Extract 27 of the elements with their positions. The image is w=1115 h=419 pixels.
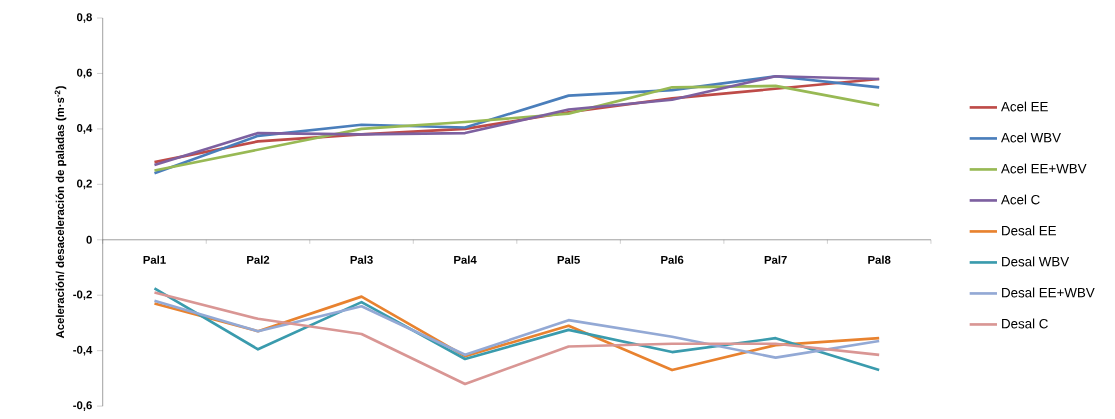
legend-label: Desal EE — [1002, 225, 1056, 236]
line-series — [153, 299, 881, 360]
y-tick-label: -0,4 — [73, 345, 93, 356]
legend-label: Acel EE+WBV — [1001, 163, 1087, 174]
x-tick-label: Pal5 — [557, 255, 580, 264]
legend-label: Acel C — [1001, 194, 1040, 205]
y-axis-title: Aceleración/ desaceleración de paladas (m·s$^{-2}$) — [54, 86, 67, 339]
x-tick-label: Pal7 — [764, 255, 787, 264]
x-tick-label: Pal4 — [454, 255, 477, 264]
y-tick-label: 0 — [86, 235, 92, 244]
x-tick-label: Pal1 — [143, 255, 166, 264]
legend-label: Desal C — [1002, 318, 1048, 329]
y-tick-label: -0,6 — [73, 401, 92, 412]
y-tick-label: 0,4 — [76, 124, 93, 134]
legend-label: Desal EE+WBV — [1002, 287, 1095, 298]
y-tick-label: 0,6 — [76, 68, 92, 79]
line-series — [153, 291, 881, 386]
y-tick-label: 0,2 — [76, 179, 92, 190]
x-tick-label: Pal2 — [247, 255, 270, 264]
y-tick-label: 0,8 — [76, 13, 92, 23]
legend-label: Acel EE — [1001, 101, 1048, 112]
x-tick-label: Pal3 — [350, 255, 373, 264]
x-tick-label: Pal8 — [868, 255, 891, 264]
legend-label: Acel WBV — [1001, 132, 1061, 143]
y-tick-label: -0,2 — [73, 290, 92, 301]
x-tick-label: Pal6 — [661, 255, 684, 264]
legend-label: Desal WBV — [1002, 256, 1070, 267]
